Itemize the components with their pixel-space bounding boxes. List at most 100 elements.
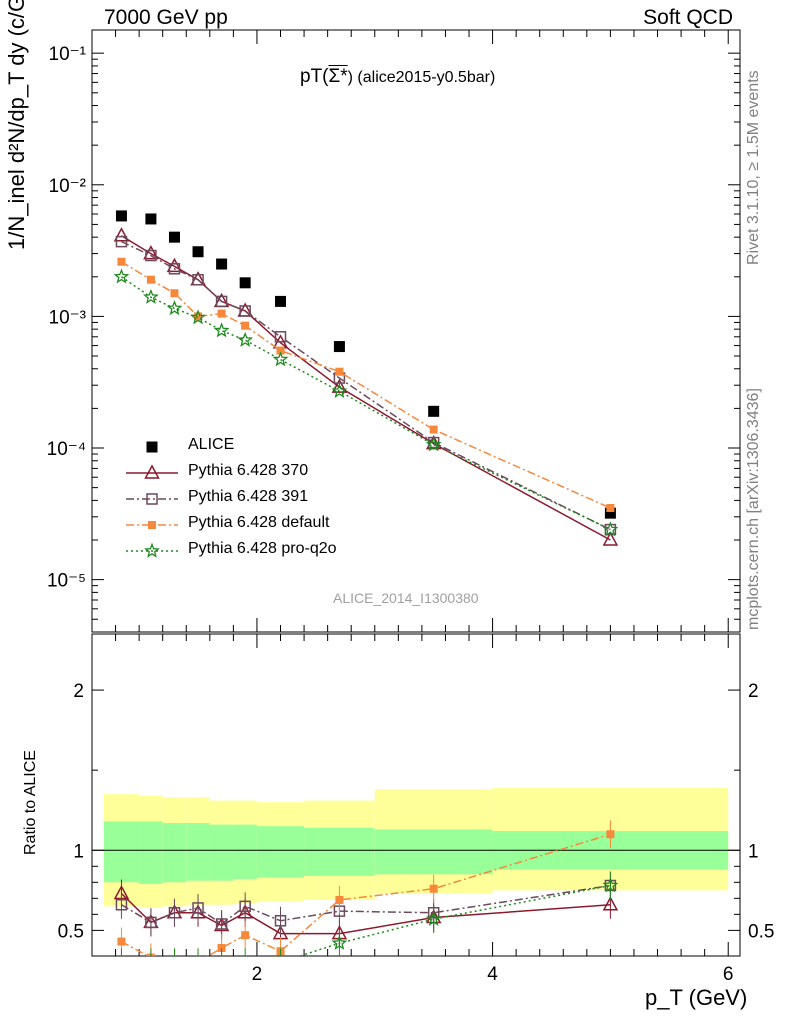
data-point-p391 bbox=[215, 295, 228, 308]
data-point-proq2o bbox=[237, 331, 254, 347]
ratio-point-proq2o bbox=[197, 954, 199, 956]
legend-label-p391: Pythia 6.428 391 bbox=[188, 488, 309, 505]
inner-band-bin bbox=[374, 829, 493, 875]
legend-label-alice: ALICE bbox=[188, 436, 235, 453]
x-tick-label: 2 bbox=[252, 964, 263, 985]
ratio-point-default bbox=[170, 958, 178, 966]
ratio-point-proq2o bbox=[244, 954, 246, 956]
ratio-point-p391 bbox=[168, 906, 181, 919]
legend-marker-p370 bbox=[144, 464, 160, 479]
inner-band-bin bbox=[103, 821, 140, 883]
data-point-p370 bbox=[113, 227, 130, 242]
data-point-alice bbox=[216, 258, 228, 270]
plot-title: pT(Σ*) (alice2015-y0.5bar) bbox=[300, 66, 495, 88]
data-point-p391 bbox=[239, 305, 251, 317]
ratio-point-default bbox=[241, 931, 250, 940]
ratio-point-p391 bbox=[145, 916, 157, 929]
ratio-point-default bbox=[117, 937, 126, 946]
ratio-point-proq2o bbox=[602, 877, 619, 893]
legend-label-proq2o: Pythia 6.428 pro-q2o bbox=[188, 540, 337, 557]
ratio-point-p391 bbox=[274, 915, 287, 927]
data-point-proq2o bbox=[331, 382, 348, 398]
data-point-alice bbox=[239, 277, 251, 289]
data-point-alice bbox=[115, 210, 127, 222]
ratio-point-proq2o bbox=[331, 934, 348, 950]
legend-marker-default bbox=[148, 521, 156, 529]
ratio-point-default bbox=[217, 943, 226, 952]
inner-band-bin bbox=[186, 823, 210, 881]
legend-marker-p391 bbox=[146, 493, 158, 505]
header-category: Soft QCD bbox=[643, 6, 733, 29]
legend bbox=[126, 441, 178, 558]
series-line-p391 bbox=[121, 240, 611, 531]
ratio-series-group bbox=[113, 820, 619, 966]
ratio-y-tick-label-right: 2 bbox=[748, 681, 759, 702]
data-point-alice bbox=[275, 295, 287, 307]
inner-band-bin bbox=[209, 824, 234, 881]
inner-band-bin bbox=[233, 824, 257, 880]
data-point-default bbox=[606, 504, 615, 513]
legend-marker-proq2o bbox=[144, 542, 160, 558]
ratio-point-default bbox=[194, 958, 202, 966]
data-point-p370 bbox=[602, 531, 619, 546]
data-point-default bbox=[170, 289, 179, 298]
ratio-uncertainty-bands bbox=[92, 787, 740, 908]
main-y-tick-label: 10⁻⁵ bbox=[47, 571, 86, 592]
inner-band-bin bbox=[139, 821, 163, 884]
x-axis-label: p_T (GeV) bbox=[645, 985, 748, 1010]
ratio-point-proq2o bbox=[425, 910, 442, 926]
data-point-alice bbox=[145, 213, 157, 225]
data-point-default bbox=[241, 321, 250, 330]
plot-title-particle: Σ* bbox=[328, 66, 348, 87]
ratio-panel-frame bbox=[91, 633, 741, 957]
ratio-point-default bbox=[429, 884, 438, 893]
data-point-p391 bbox=[115, 235, 128, 248]
data-point-p370 bbox=[143, 245, 159, 260]
axis-ticks: 10⁻¹ 10⁻² 10⁻³ 10⁻⁴ 10⁻⁵ 2 2 1 1 0.5 0.5 2 4 6 bbox=[47, 30, 774, 985]
data-point-proq2o bbox=[213, 322, 230, 338]
data-point-p370 bbox=[166, 257, 183, 273]
ratio-y-tick-label: 1 bbox=[73, 841, 84, 862]
main-panel-frame bbox=[91, 29, 741, 633]
data-point-default bbox=[146, 275, 155, 284]
ratio-point-proq2o bbox=[279, 954, 282, 956]
header-energy: 7000 GeV pp bbox=[104, 6, 228, 29]
data-point-alice bbox=[333, 341, 345, 353]
data-point-default bbox=[194, 312, 203, 321]
data-point-p370 bbox=[331, 378, 348, 393]
ratio-y-tick-label: 2 bbox=[73, 681, 84, 702]
data-point-p391 bbox=[168, 263, 181, 275]
series-line-default bbox=[121, 261, 611, 509]
data-point-p391 bbox=[192, 273, 204, 286]
data-point-proq2o bbox=[113, 268, 130, 284]
data-point-proq2o bbox=[602, 521, 619, 537]
inner-band-bin bbox=[304, 827, 375, 876]
legend-label-default: Pythia 6.428 default bbox=[188, 514, 330, 531]
ratio-point-p391 bbox=[115, 898, 128, 911]
ratio-point-proq2o bbox=[220, 954, 223, 956]
data-point-p391 bbox=[145, 249, 157, 262]
data-point-p391 bbox=[274, 331, 287, 343]
series-line-proq2o bbox=[121, 276, 611, 531]
main-y-tick-label: 10⁻⁴ bbox=[47, 439, 86, 460]
ratio-line-p370 bbox=[120, 892, 611, 935]
ratio-panel-series bbox=[113, 820, 619, 966]
reference-label: ALICE_2014_I1300380 bbox=[333, 590, 479, 606]
ratio-point-default bbox=[606, 830, 615, 839]
ratio-y-tick-label: 0.5 bbox=[58, 921, 84, 942]
ratio-point-p391 bbox=[215, 918, 228, 930]
ratio-point-proq2o bbox=[173, 954, 176, 956]
ratio-y-tick-label-right: 1 bbox=[748, 841, 759, 862]
ratio-point-proq2o bbox=[150, 954, 152, 956]
data-point-alice bbox=[168, 231, 180, 243]
main-y-tick-label: 10⁻³ bbox=[49, 307, 87, 328]
ratio-point-p391 bbox=[192, 902, 204, 914]
data-point-default bbox=[429, 425, 438, 434]
ratio-point-p370 bbox=[602, 896, 619, 911]
plot-title-main: pT( bbox=[300, 66, 329, 87]
x-tick-label: 6 bbox=[723, 964, 734, 985]
data-point-proq2o bbox=[190, 309, 206, 325]
main-y-tick-label: 10⁻² bbox=[49, 176, 87, 197]
data-point-proq2o bbox=[425, 436, 442, 452]
